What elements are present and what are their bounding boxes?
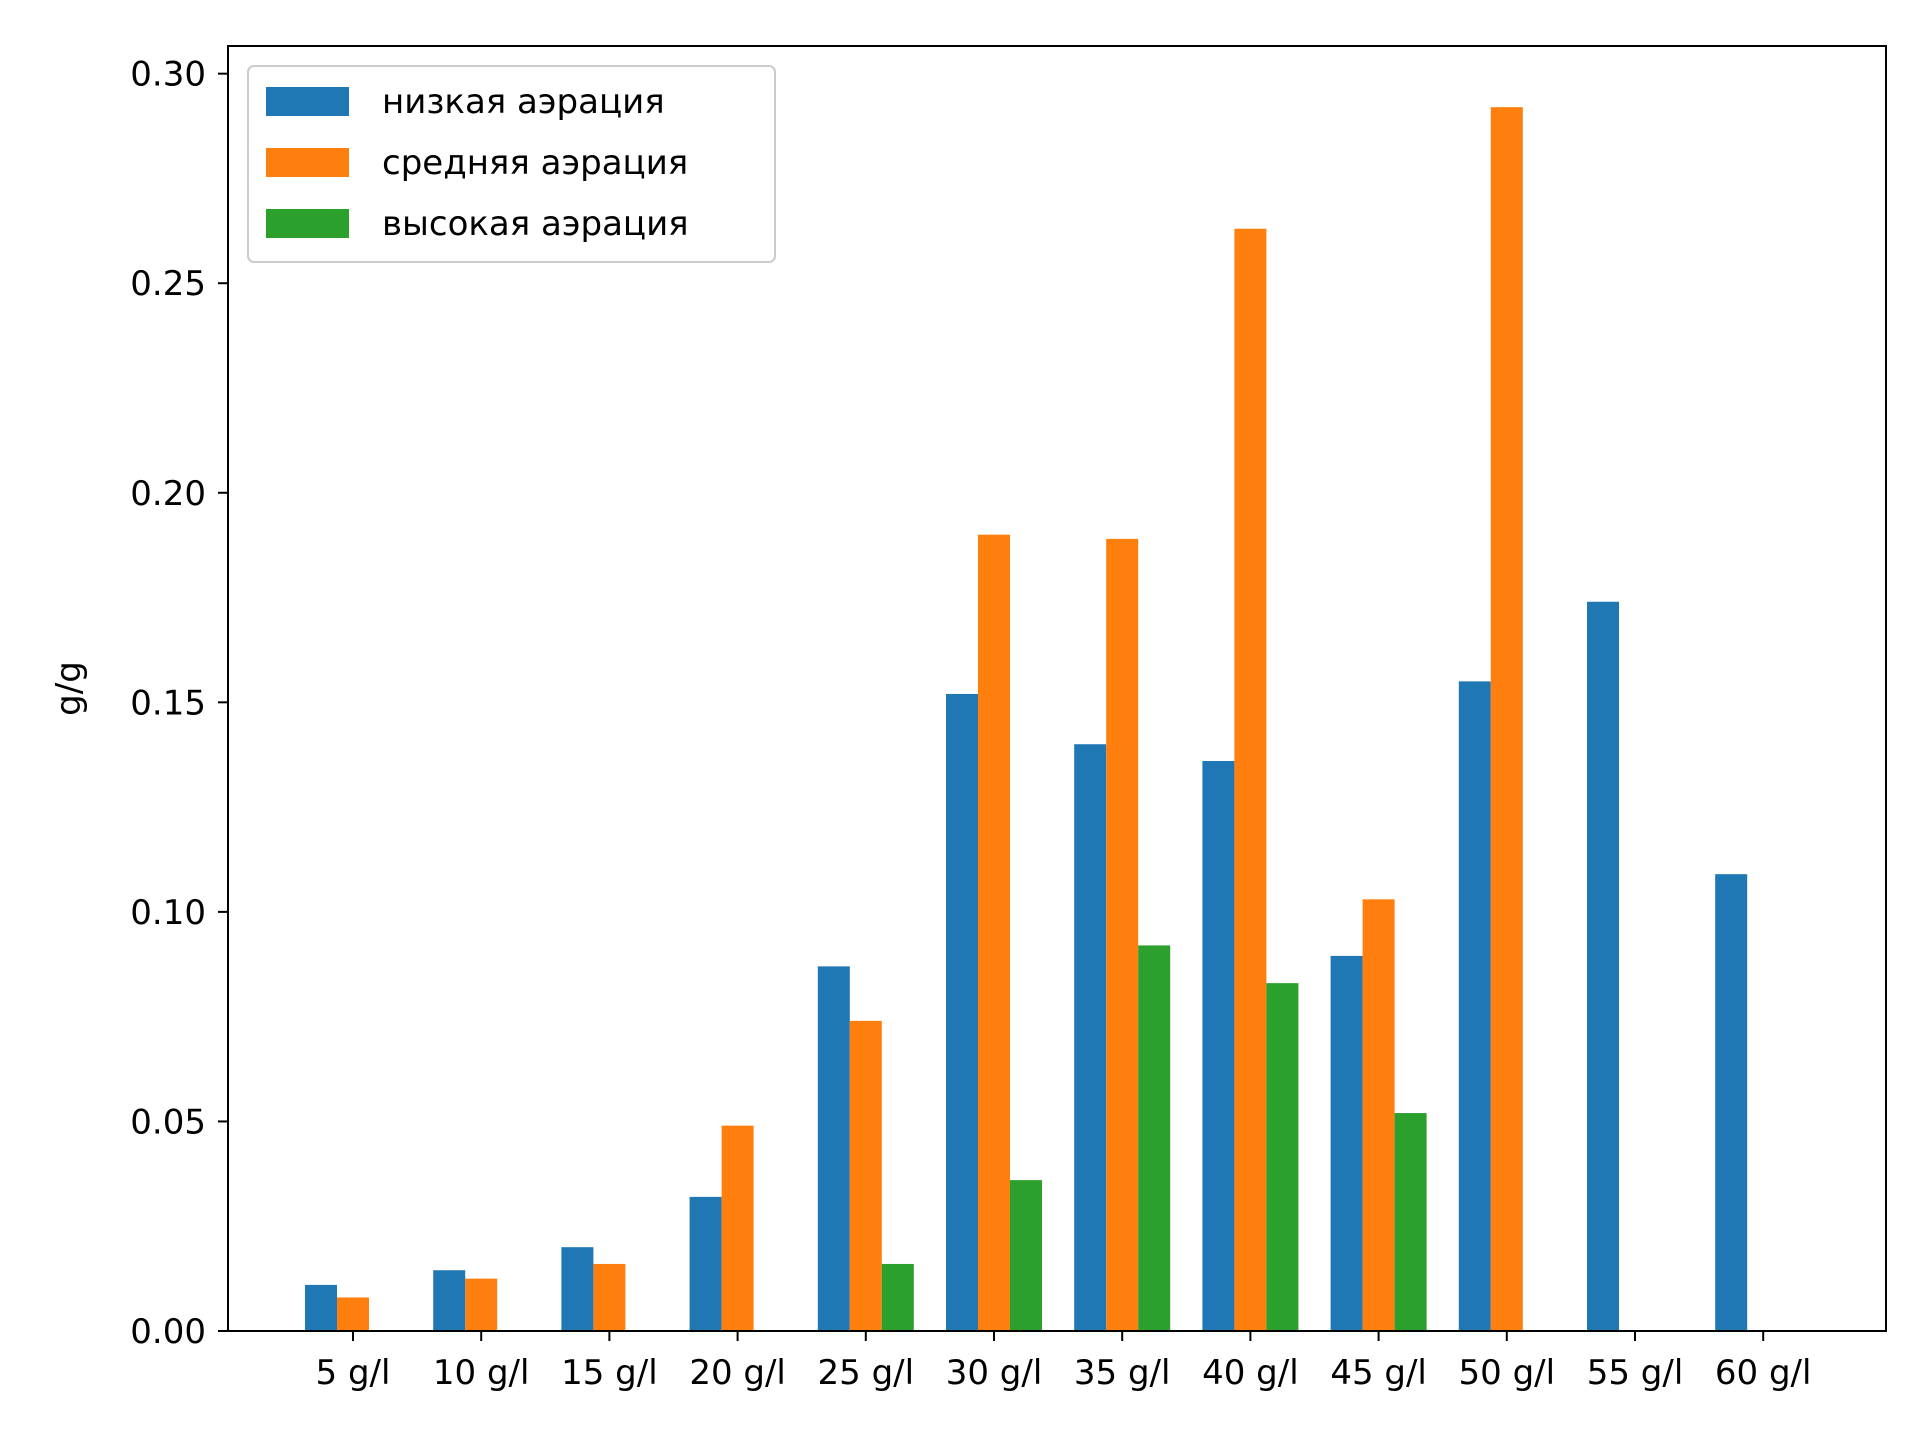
bar-2-10gl (465, 1278, 498, 1331)
bar-2-30gl (978, 534, 1010, 1331)
bar-2-15gl (593, 1263, 626, 1331)
bar-1-40gl (1202, 761, 1235, 1331)
x-tick-label: 50 g/l (1459, 1353, 1556, 1393)
x-tick-label: 20 g/l (689, 1353, 786, 1393)
y-tick-label: 0.30 (130, 55, 206, 95)
legend-label-1: низкая аэрация (382, 82, 665, 122)
bar-3-25gl (881, 1263, 914, 1331)
bar-1-15gl (561, 1247, 594, 1331)
y-axis-label: g/g (49, 661, 89, 716)
bar-1-60gl (1715, 874, 1748, 1331)
bar-1-35gl (1074, 744, 1107, 1331)
legend-label-3: высокая аэрация (382, 204, 689, 244)
bar-2-5gl (337, 1297, 369, 1331)
legend: низкая аэрация средняя аэрация высокая аэр… (247, 65, 776, 263)
x-tick-label: 35 g/l (1074, 1353, 1171, 1393)
legend-swatch-1 (266, 87, 349, 116)
bar-3-40gl (1266, 983, 1299, 1331)
x-tick-label: 15 g/l (561, 1353, 658, 1393)
x-tick-label: 55 g/l (1587, 1353, 1684, 1393)
bar-3-45gl (1394, 1113, 1427, 1331)
x-tick-label: 5 g/l (316, 1353, 391, 1393)
bar-1-30gl (946, 693, 978, 1331)
bar-2-20gl (721, 1125, 754, 1331)
legend-label-2: средняя аэрация (382, 143, 688, 183)
bars-group (305, 107, 1748, 1332)
y-tick-label: 0.05 (130, 1102, 206, 1142)
bar-2-35gl (1106, 538, 1139, 1331)
plot-frame (227, 45, 1887, 1332)
bar-1-5gl (305, 1284, 337, 1331)
bar-3-35gl (1138, 945, 1171, 1331)
y-tick-label: 0.10 (130, 893, 206, 933)
legend-box (247, 65, 776, 263)
x-tick-label: 40 g/l (1202, 1353, 1299, 1393)
legend-swatch-2 (266, 148, 349, 177)
bar-2-50gl (1490, 107, 1523, 1332)
x-tick-label: 30 g/l (946, 1353, 1043, 1393)
y-tick-label: 0.00 (130, 1312, 206, 1352)
x-tick-label: 60 g/l (1715, 1353, 1812, 1393)
x-tick-label: 10 g/l (433, 1353, 530, 1393)
bar-1-25gl (817, 966, 850, 1331)
y-axis: 0.00 0.05 0.10 0.15 0.20 0.25 0.30 (130, 55, 228, 1352)
bar-1-10gl (433, 1270, 466, 1331)
y-tick-label: 0.25 (130, 264, 206, 304)
x-tick-label: 25 g/l (818, 1353, 915, 1393)
y-tick-label: 0.20 (130, 474, 206, 514)
bar-1-55gl (1587, 601, 1619, 1331)
x-tick-label: 45 g/l (1330, 1353, 1427, 1393)
bar-2-40gl (1234, 228, 1267, 1332)
x-axis: 5 g/l 10 g/l 15 g/l 20 g/l 25 g/l 30 g/l 35 g/… (316, 1331, 1812, 1393)
bar-3-30gl (1010, 1180, 1042, 1331)
bar-2-25gl (849, 1020, 882, 1331)
bar-2-45gl (1362, 899, 1395, 1331)
legend-swatch-3 (266, 209, 349, 238)
y-tick-label: 0.15 (130, 683, 206, 723)
bar-1-20gl (689, 1196, 722, 1331)
bar-1-45gl (1330, 955, 1363, 1331)
bar-1-50gl (1458, 681, 1491, 1331)
